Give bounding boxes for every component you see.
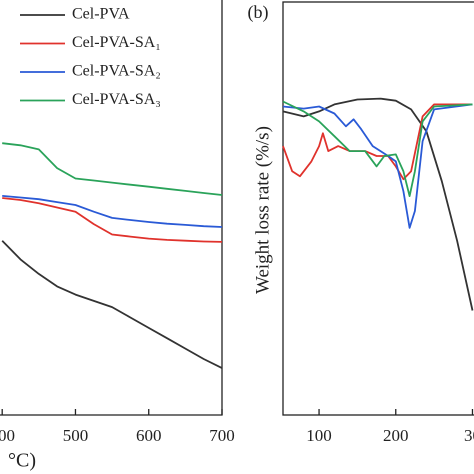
legend-label: Cel-PVA-SA₂ (72, 63, 161, 80)
legend-label: Cel-PVA-SA₁ (72, 34, 161, 51)
series-line (282, 97, 474, 311)
x-tick-label: 500 (63, 426, 89, 445)
axis-frame (282, 1, 474, 416)
x-tick-label: 600 (136, 426, 162, 445)
series-line (1, 240, 223, 369)
series-line (282, 100, 473, 197)
legend-label: Cel-PVA-SA₃ (72, 91, 161, 108)
series-line (2, 197, 223, 243)
x-tick-label: 400 (0, 426, 15, 445)
legend-label: Cel-PVA (72, 6, 130, 23)
series-line (282, 103, 473, 229)
panel-label: (b) (248, 2, 269, 23)
x-tick-label: 100 (306, 426, 332, 445)
series-line (2, 195, 223, 228)
x-tick-label: 200 (383, 426, 409, 445)
x-axis-label: °C) (8, 450, 36, 472)
series-line (2, 142, 223, 196)
x-tick-label: 30 (464, 426, 474, 445)
x-tick-label: 700 (209, 426, 235, 445)
y-axis-label: Weight loss rate (%/s) (252, 126, 273, 294)
